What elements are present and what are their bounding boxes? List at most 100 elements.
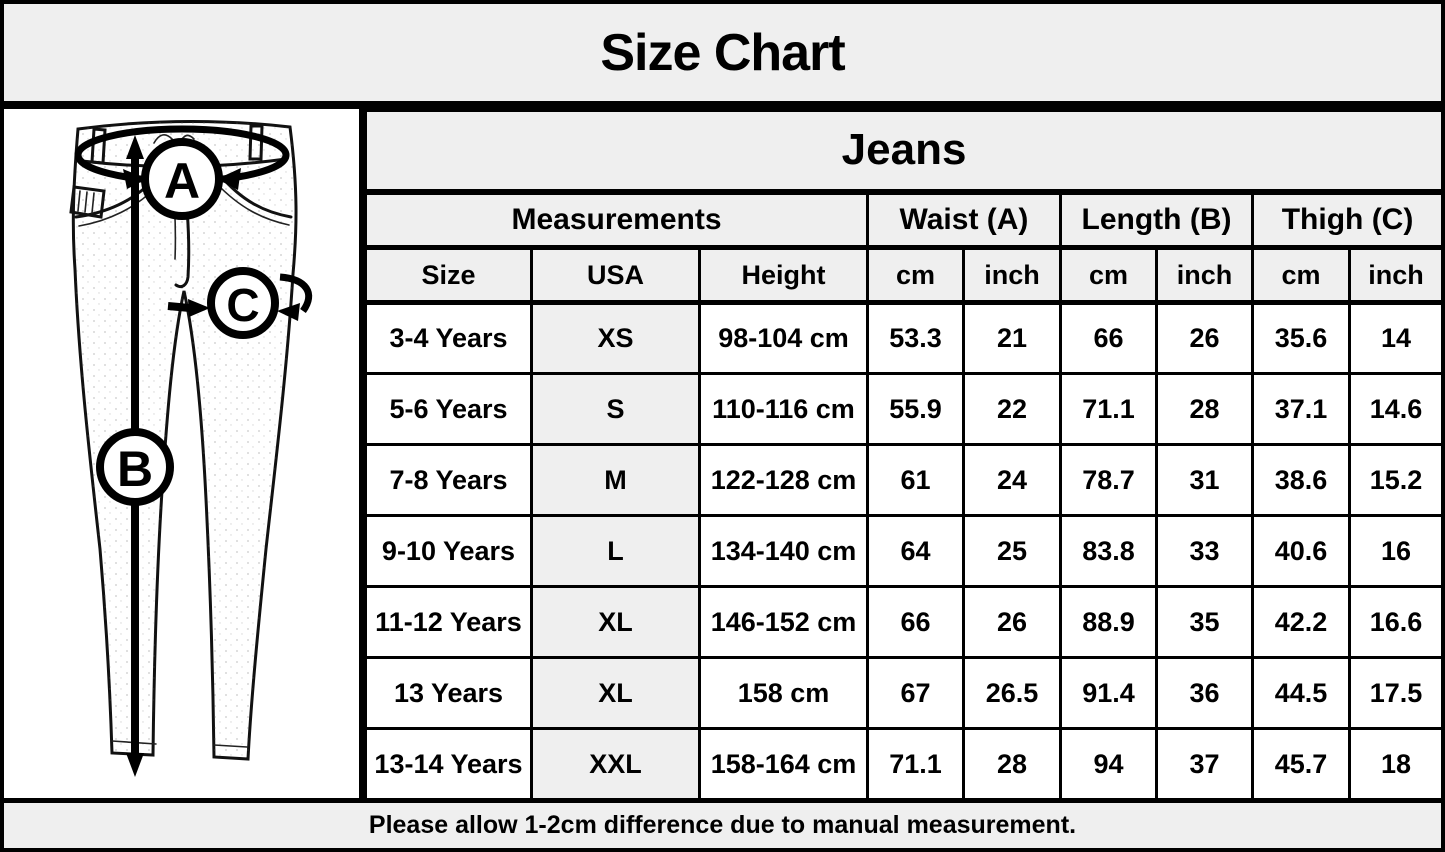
table-cell: S <box>530 372 701 446</box>
table-cell: 67 <box>866 656 965 730</box>
table-row: 9-10 Years L 134-140 cm 64 25 83.8 33 40.6 16 <box>364 514 1441 588</box>
jeans-sketch-illustration: A B C <box>69 119 313 777</box>
table-cell: 88.9 <box>1059 585 1158 659</box>
table-row: 13-14 Years XXL 158-164 cm 71.1 28 94 37 45.7 18 <box>364 727 1441 801</box>
table-cell: 5-6 Years <box>364 372 533 446</box>
pocket-right-stitch <box>215 182 290 226</box>
belt-loop-left <box>90 127 107 165</box>
table-cell: XL <box>530 585 701 659</box>
length-arrowhead-top <box>126 135 144 159</box>
column-header: inch <box>1155 246 1254 305</box>
group-header-row: Measurements Waist (A) Length (B) Thigh … <box>364 190 1441 250</box>
footer-note-bar: Please allow 1-2cm difference due to man… <box>4 798 1441 848</box>
column-header: inch <box>962 246 1062 305</box>
table-cell: 9-10 Years <box>364 514 533 588</box>
table-cell: 26 <box>962 585 1062 659</box>
table-cell: 83.8 <box>1059 514 1158 588</box>
hem-right-stitch <box>213 744 248 748</box>
table-cell: 11-12 Years <box>364 585 533 659</box>
table-cell: 42.2 <box>1251 585 1351 659</box>
group-header-measurements: Measurements <box>364 190 869 250</box>
table-cell: 35 <box>1155 585 1254 659</box>
table-cell: 7-8 Years <box>364 443 533 517</box>
table-row: 11-12 Years XL 146-152 cm 66 26 88.9 35 42.2 16.… <box>364 585 1441 659</box>
column-header: cm <box>1251 246 1351 305</box>
thigh-measure-line <box>167 302 191 312</box>
table-cell: 24 <box>962 443 1062 517</box>
table-cell: 14.6 <box>1347 372 1441 446</box>
jeans-measurement-diagram: A B C <box>4 109 364 798</box>
table-cell: 61 <box>866 443 965 517</box>
table-cell: 55.9 <box>866 372 965 446</box>
table-cell: XL <box>530 656 701 730</box>
table-cell: 122-128 cm <box>698 443 869 517</box>
page-title: Size Chart <box>600 23 845 82</box>
table-cell: 13-14 Years <box>364 727 533 801</box>
table-cell: 33 <box>1155 514 1254 588</box>
product-header-row: Jeans <box>363 109 1441 195</box>
group-header-length: Length (B) <box>1059 190 1254 250</box>
table-cell: L <box>530 514 701 588</box>
waist-arrowhead-right <box>217 168 241 190</box>
table-row: 13 Years XL 158 cm 67 26.5 91.4 36 44.5 17.5 <box>364 656 1441 730</box>
label-b: B <box>117 441 153 497</box>
belt-loop-right <box>248 124 264 161</box>
column-header: inch <box>1347 246 1441 305</box>
group-header-thigh: Thigh (C) <box>1250 190 1441 250</box>
product-title: Jeans <box>363 109 1441 195</box>
size-table-panel: Jeans Measurements Waist (A) Length (B) … <box>363 109 1441 801</box>
table-cell: 134-140 cm <box>698 514 869 588</box>
table-cell: 15.2 <box>1347 443 1441 517</box>
thigh-arrowhead-right <box>277 303 300 321</box>
label-c-circle <box>207 267 279 339</box>
table-cell: 71.1 <box>1059 372 1158 446</box>
table-cell: 40.6 <box>1251 514 1351 588</box>
thigh-arrowhead-left <box>188 299 210 317</box>
table-cell: 28 <box>962 727 1062 801</box>
table-cell: 94 <box>1059 727 1158 801</box>
label-b-circle <box>96 428 174 506</box>
table-cell: 71.1 <box>866 727 965 801</box>
table-cell: 16.6 <box>1347 585 1441 659</box>
coin-pocket <box>69 185 106 219</box>
table-cell: 91.4 <box>1059 656 1158 730</box>
label-a: A <box>164 153 200 209</box>
table-cell: 38.6 <box>1251 443 1351 517</box>
table-cell: 26 <box>1155 301 1254 375</box>
table-cell: M <box>530 443 701 517</box>
table-cell: 18 <box>1347 727 1441 801</box>
size-table: Jeans Measurements Waist (A) Length (B) … <box>363 109 1441 801</box>
table-cell: 16 <box>1347 514 1441 588</box>
table-cell: 36 <box>1155 656 1254 730</box>
table-cell: 25 <box>962 514 1062 588</box>
table-cell: 66 <box>866 585 965 659</box>
table-row: 3-4 Years XS 98-104 cm 53.3 21 66 26 35.6 14 <box>364 301 1441 375</box>
column-header: Size <box>364 246 533 305</box>
table-cell: 14 <box>1347 301 1441 375</box>
column-header: Height <box>698 246 869 305</box>
table-cell: XS <box>530 301 701 375</box>
thigh-measure-arc <box>279 273 313 314</box>
table-cell: 45.7 <box>1251 727 1351 801</box>
table-cell: 13 Years <box>364 656 533 730</box>
table-cell: 146-152 cm <box>698 585 869 659</box>
table-cell: 64 <box>866 514 965 588</box>
group-header-waist: Waist (A) <box>866 190 1062 250</box>
table-cell: 78.7 <box>1059 443 1158 517</box>
table-row: 7-8 Years M 122-128 cm 61 24 78.7 31 38.6 15.2 <box>364 443 1441 517</box>
measurement-note: Please allow 1-2cm difference due to man… <box>368 811 1077 839</box>
table-cell: 17.5 <box>1347 656 1441 730</box>
column-header-row: Size USA Height cm inch cm inch cm inch <box>364 246 1441 305</box>
table-cell: 110-116 cm <box>698 372 869 446</box>
table-cell: 28 <box>1155 372 1254 446</box>
size-table-body: 3-4 Years XS 98-104 cm 53.3 21 66 26 35.6 14 5-6 … <box>364 301 1441 801</box>
column-header: cm <box>1059 246 1158 305</box>
column-header: USA <box>530 246 701 305</box>
label-c: C <box>226 279 259 331</box>
length-arrowhead-bottom <box>126 753 144 777</box>
label-a-circle <box>141 138 223 220</box>
table-cell: 158-164 cm <box>698 727 869 801</box>
table-cell: 98-104 cm <box>698 301 869 375</box>
table-cell: 35.6 <box>1251 301 1351 375</box>
table-row: 5-6 Years S 110-116 cm 55.9 22 71.1 28 37.1 14.6 <box>364 372 1441 446</box>
